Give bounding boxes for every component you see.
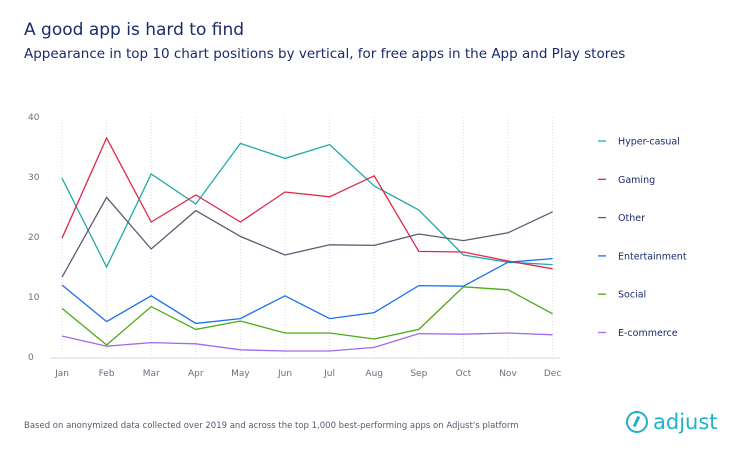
adjust-logo: adjust [626,410,718,434]
logo-text: adjust [653,410,718,434]
legend-label: Social [618,290,646,301]
series-line-social [61,286,553,346]
footnote: Based on anonymized data collected over … [24,421,519,431]
x-tick-label: Nov [499,369,517,379]
series-line-gaming [61,136,553,270]
series-line-other [61,196,553,278]
x-tick-label: Mar [143,369,160,379]
x-tick-label: Jun [277,369,292,379]
legend-label: Gaming [618,175,655,186]
x-tick-label: Dec [544,369,561,379]
x-tick-label: Oct [456,369,472,379]
x-tick-label: May [231,369,250,379]
y-tick-label: 0 [28,353,34,363]
y-tick-label: 40 [28,113,40,123]
x-tick-label: Feb [99,369,115,379]
legend-label: Other [618,213,645,224]
legend-label: Hyper-casual [618,137,680,148]
logo-icon [626,411,648,433]
x-tick-label: Jul [323,369,335,379]
y-tick-label: 20 [28,233,40,243]
x-tick-label: Aug [365,369,383,379]
legend-label: Entertainment [618,251,687,262]
chart-title: A good app is hard to find [24,20,245,40]
series-line-entertainment [61,257,553,325]
x-tick-label: Apr [188,369,204,379]
chart-subtitle: Appearance in top 10 chart positions by … [24,46,626,62]
y-tick-label: 10 [28,293,40,303]
series-line-hyper-casual [61,142,553,269]
x-tick-label: Sep [410,369,427,379]
x-tick-label: Jan [54,369,69,379]
legend-label: E-commerce [618,328,678,339]
y-tick-label: 30 [28,173,40,183]
series-line-e-commerce [61,332,553,352]
